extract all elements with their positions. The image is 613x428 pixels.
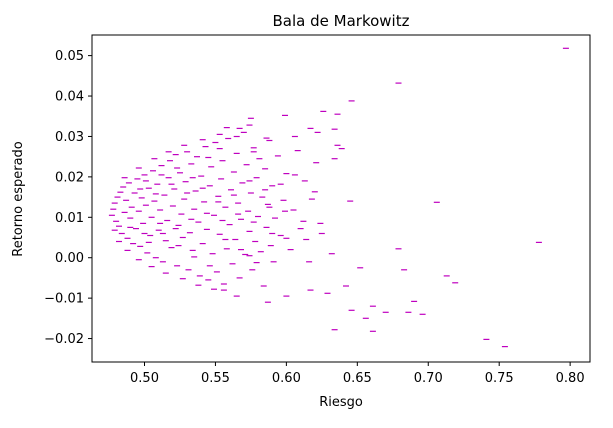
x-axis-title: Riesgo — [319, 395, 363, 410]
y-tick-label: 0.02 — [55, 170, 84, 185]
x-tick-label: 0.65 — [343, 371, 372, 386]
y-tick-label: −0.02 — [44, 332, 84, 347]
y-axis-title: Retorno esperado — [11, 141, 26, 257]
y-tick-label: −0.01 — [44, 292, 84, 307]
x-tick-label: 0.75 — [485, 371, 514, 386]
x-tick-label: 0.80 — [556, 371, 585, 386]
y-tick-label: 0.03 — [55, 130, 84, 145]
x-tick-label: 0.55 — [201, 371, 230, 386]
y-tick-label: 0.05 — [55, 49, 84, 64]
y-axis: −0.02 −0.01 0.00 0.01 0.02 0.03 0.04 0.05 — [44, 49, 92, 347]
x-axis: 0.50 0.55 0.60 0.65 0.70 0.75 0.80 — [130, 362, 585, 386]
x-tick-label: 0.50 — [130, 371, 159, 386]
chart-title: Bala de Markowitz — [273, 12, 410, 30]
x-tick-label: 0.60 — [272, 371, 301, 386]
x-tick-label: 0.70 — [414, 371, 443, 386]
y-tick-label: 0.01 — [55, 211, 84, 226]
y-tick-label: 0.00 — [55, 251, 84, 266]
plot-frame — [91, 34, 591, 363]
marks-layer — [108, 47, 569, 348]
y-tick-label: 0.04 — [55, 90, 84, 105]
